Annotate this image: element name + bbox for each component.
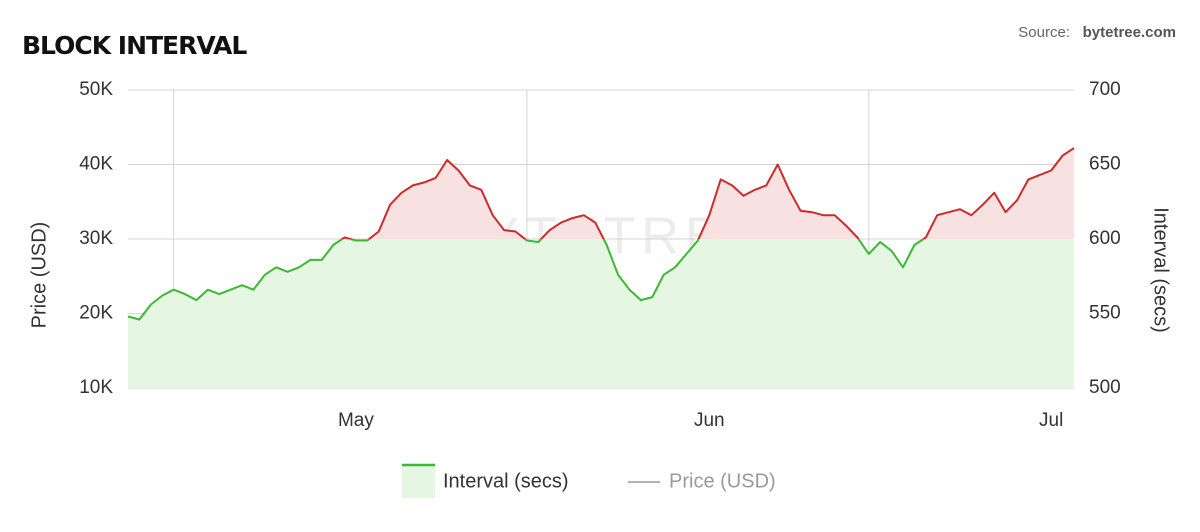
line-below [127,239,926,321]
y-axis-title: Price (USD) [28,222,50,329]
legend-item: Interval (secs) [402,463,569,498]
source: bytetree.com [1083,24,1176,41]
y-tick-label: 30K [79,228,113,249]
y2-axis-title: Interval (secs) [1150,207,1172,333]
y-tick-label: 50K [79,79,113,100]
y2-tick-label: 600 [1089,228,1121,249]
x-tick-label: May [338,410,374,431]
legend-swatch [402,464,435,498]
legend-item: Price (USD) [628,470,776,492]
legend-label: Interval (secs) [443,470,569,492]
y-tick-label: 20K [79,303,113,324]
area-below [128,239,1074,388]
x-tick-label: Jul [1039,410,1063,431]
line-above [340,147,1075,239]
y2-tick-label: 650 [1089,154,1121,175]
source-label: Source: [1018,24,1070,41]
y2-tick-label: 700 [1089,79,1121,100]
legend-label: Price (USD) [669,470,776,492]
y2-tick-label: 500 [1089,377,1121,398]
y-tick-label: 40K [79,154,113,175]
area-above [128,148,1074,239]
x-tick-label: Jun [694,410,725,431]
chart-title: BLOCK INTERVAL [22,31,247,60]
y-tick-label: 10K [79,377,113,398]
y2-tick-label: 550 [1089,303,1121,324]
